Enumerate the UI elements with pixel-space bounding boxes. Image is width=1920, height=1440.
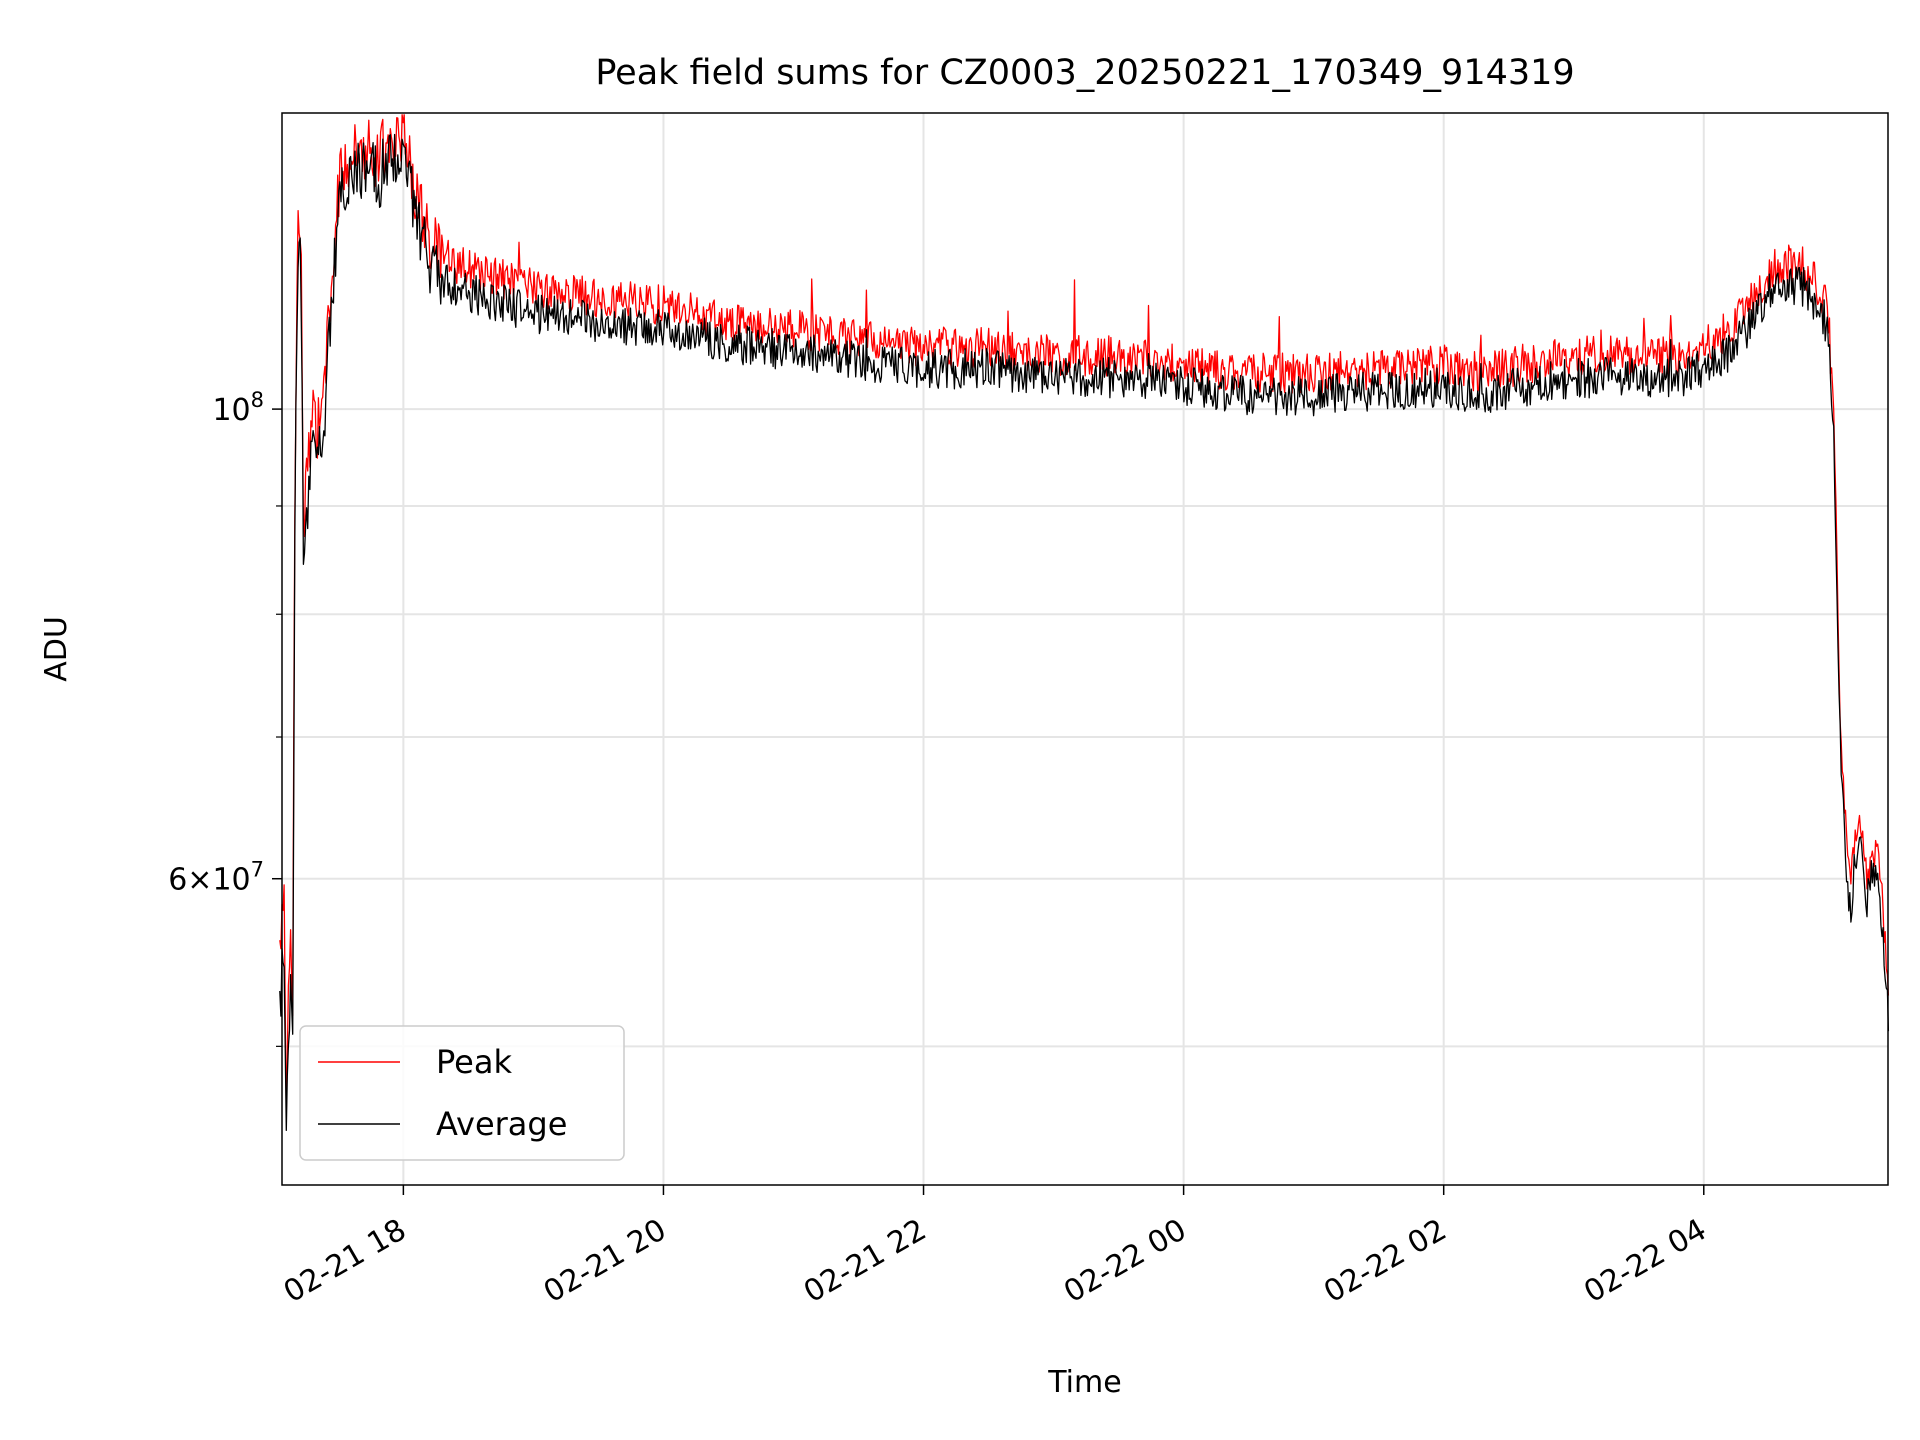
series-line-average	[279, 133, 1890, 1132]
legend-label-peak: Peak	[436, 1043, 512, 1081]
legend: Peak Average	[299, 1025, 625, 1161]
x-tick-label: 02-22 00	[1058, 1212, 1192, 1310]
series-line-peak	[279, 114, 1890, 1114]
y-tick-label: 6×107	[168, 858, 264, 898]
x-tick-label: 02-21 22	[798, 1212, 932, 1310]
chart-title: Peak field sums for CZ0003_20250221_1703…	[595, 53, 1574, 93]
y-tick-label: 108	[212, 388, 264, 428]
x-tick-label: 02-22 04	[1578, 1212, 1712, 1310]
y-axis: 108 6×107	[168, 388, 282, 1047]
x-tick-label: 02-21 20	[538, 1212, 672, 1310]
series-layer	[279, 114, 1890, 1132]
x-axis-label: Time	[1047, 1365, 1121, 1400]
x-tick-label: 02-21 18	[278, 1212, 412, 1310]
plot-frame	[281, 112, 1889, 1186]
x-axis: 02-21 18 02-21 20 02-21 22 02-22 00 02-22 02…	[278, 1185, 1713, 1310]
grid	[282, 113, 1888, 1185]
x-tick-label: 02-22 02	[1318, 1212, 1452, 1310]
y-axis-label: ADU	[39, 616, 74, 682]
legend-box	[299, 1025, 625, 1161]
legend-label-average: Average	[436, 1105, 567, 1143]
